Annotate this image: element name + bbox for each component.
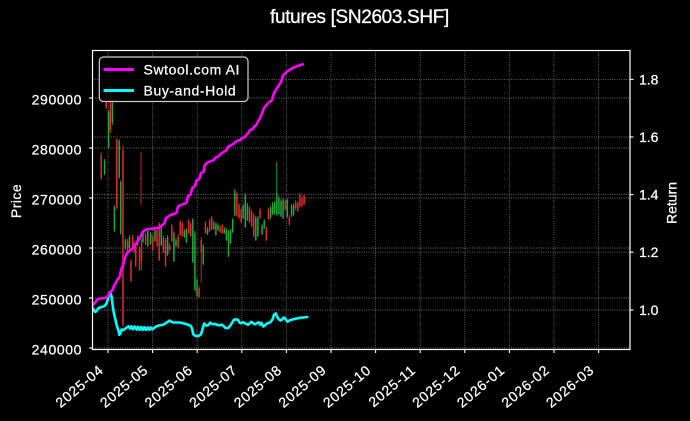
svg-text:Swtool.com AI: Swtool.com AI: [144, 62, 241, 78]
svg-text:Price: Price: [8, 184, 24, 218]
svg-text:Buy-and-Hold: Buy-and-Hold: [144, 83, 237, 99]
svg-text:futures [SN2603.SHF]: futures [SN2603.SHF]: [270, 7, 449, 28]
svg-text:1.6: 1.6: [639, 129, 659, 145]
svg-text:260000: 260000: [32, 242, 82, 258]
svg-text:1.8: 1.8: [639, 71, 659, 87]
svg-text:1.2: 1.2: [639, 244, 659, 260]
svg-text:290000: 290000: [32, 92, 82, 108]
svg-text:1.4: 1.4: [639, 187, 659, 203]
svg-text:250000: 250000: [32, 292, 82, 308]
svg-text:1.0: 1.0: [639, 302, 659, 318]
svg-text:240000: 240000: [32, 342, 82, 358]
svg-text:270000: 270000: [32, 192, 82, 208]
svg-text:280000: 280000: [32, 142, 82, 158]
svg-text:Return: Return: [664, 182, 680, 224]
